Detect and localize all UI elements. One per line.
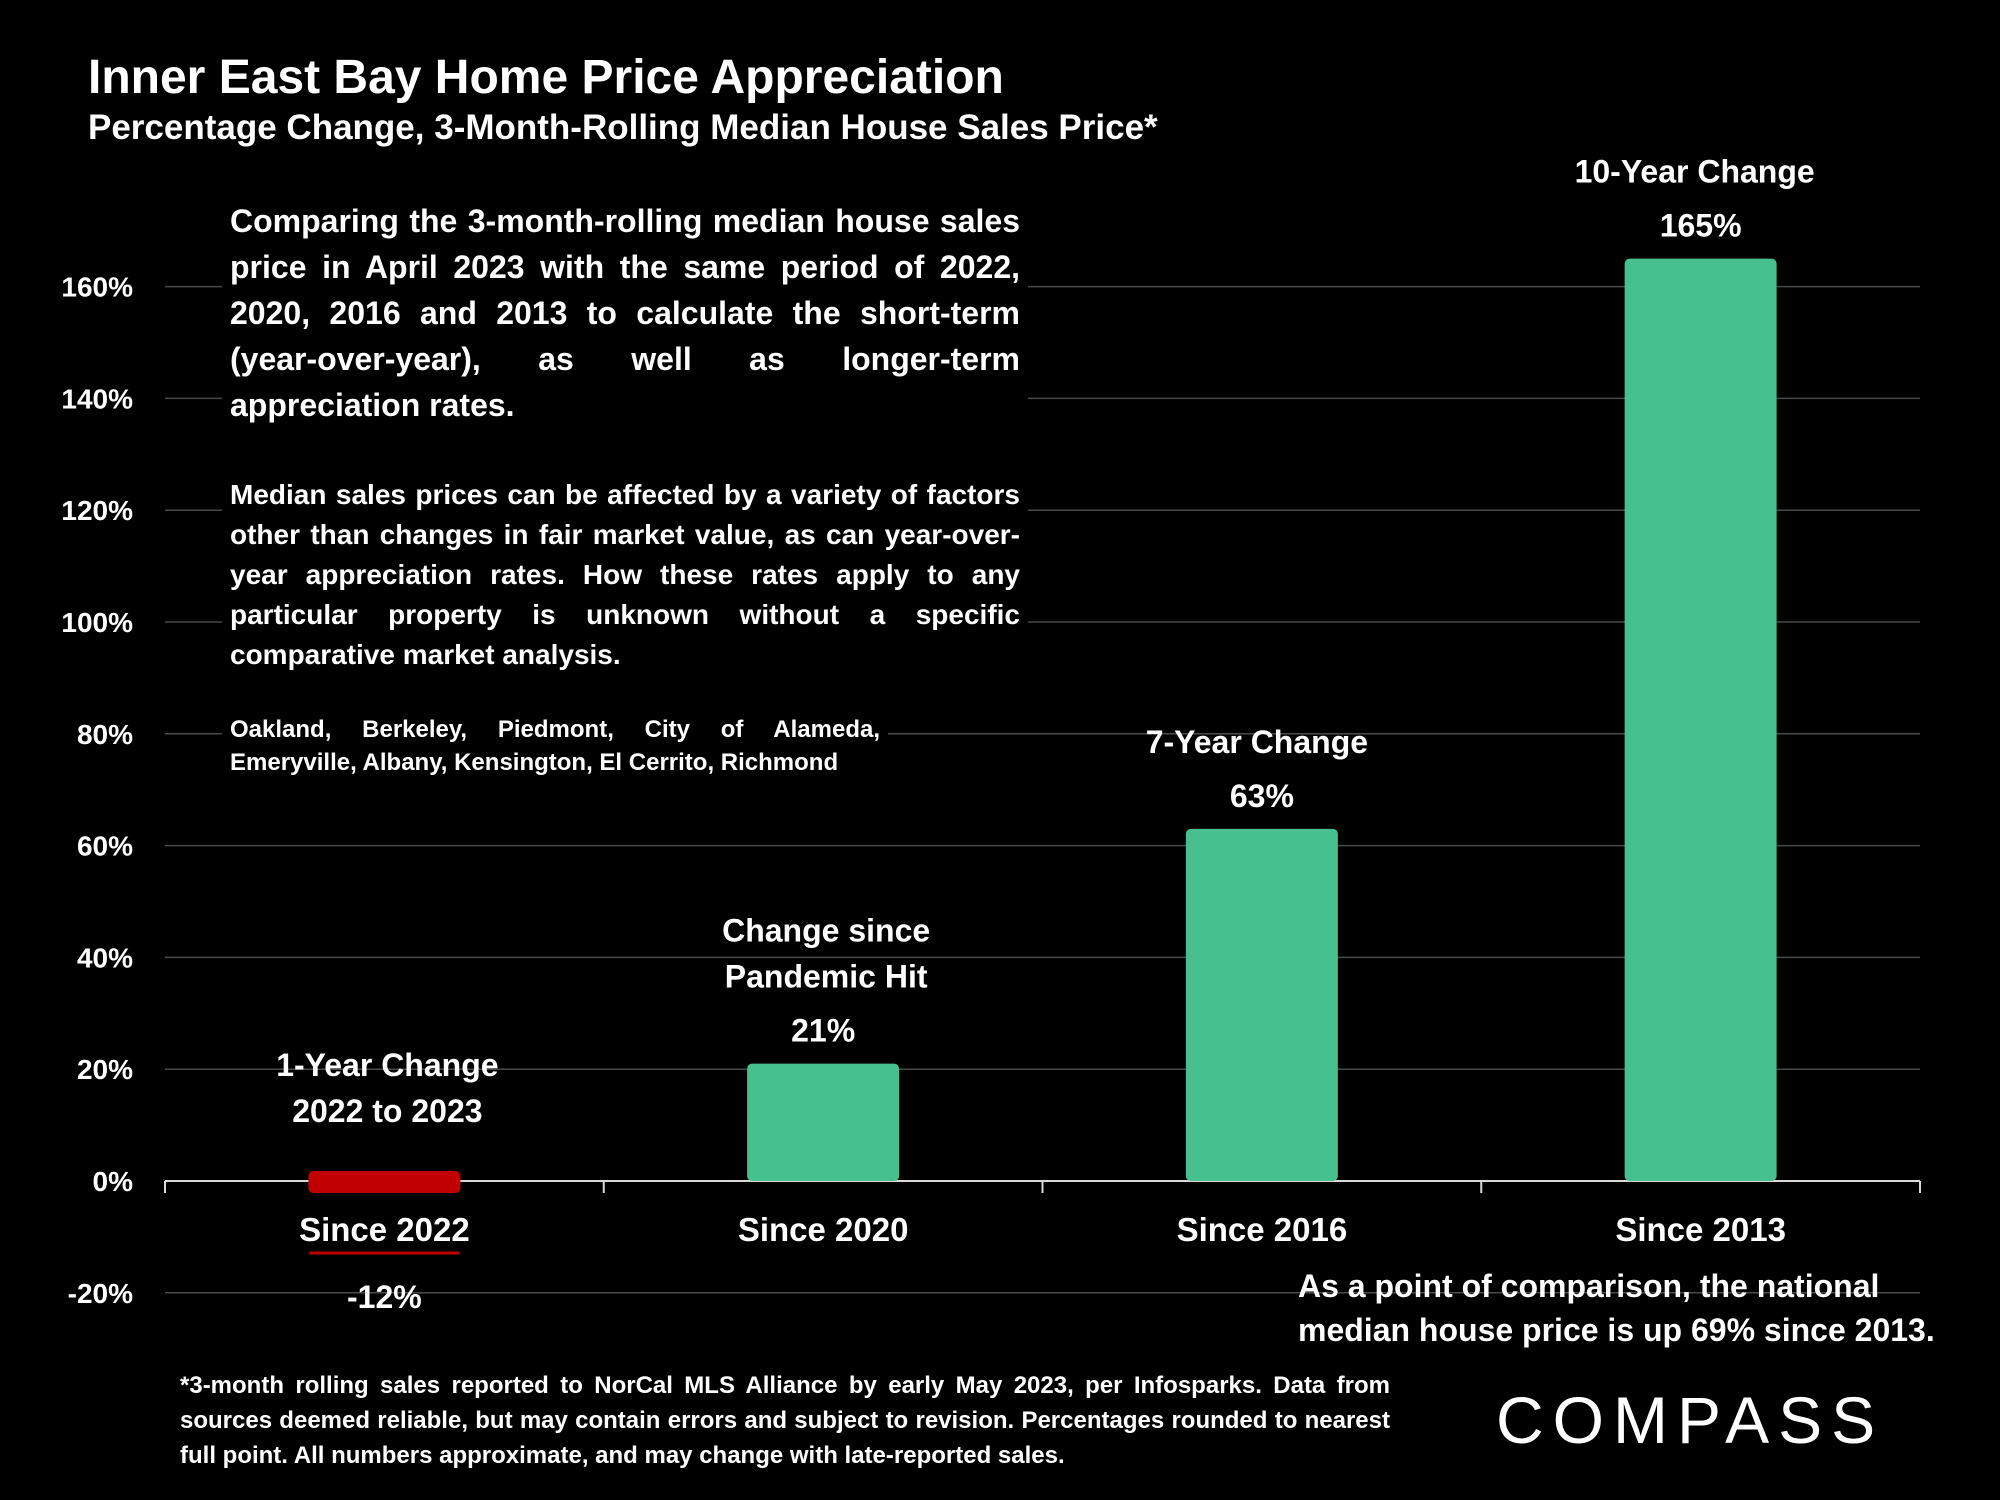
bar-annotation: Change since (722, 913, 930, 949)
bar-annotation: 1-Year Change (276, 1047, 498, 1083)
y-tick-label: 80% (77, 719, 133, 750)
y-tick-label: -20% (68, 1278, 133, 1309)
value-label: -12% (347, 1279, 422, 1315)
x-category-label: Since 2022 (299, 1211, 470, 1248)
x-category-label: Since 2016 (1177, 1211, 1348, 1248)
value-label: 21% (791, 1013, 855, 1049)
y-tick-label: 140% (61, 383, 133, 414)
bar-annotation: 2022 to 2023 (292, 1093, 482, 1129)
y-tick-label: 40% (77, 942, 133, 973)
y-tick-label: 20% (77, 1054, 133, 1085)
chart-subtitle: Percentage Change, 3-Month-Rolling Media… (88, 108, 1158, 147)
value-label: 165% (1660, 208, 1742, 244)
y-tick-label: 0% (93, 1166, 134, 1197)
chart-title: Inner East Bay Home Price Appreciation (88, 51, 1004, 104)
bar-annotation: 7-Year Change (1146, 724, 1368, 760)
y-tick-label: 160% (61, 272, 133, 303)
compass-logo: COMPASS (1496, 1382, 1884, 1458)
x-category-label: Since 2020 (738, 1211, 909, 1248)
comparison-line-1: As a point of comparison, the national (1298, 1268, 1880, 1304)
intro-text: Comparing the 3-month-rolling median hou… (222, 198, 1028, 428)
areas-text: Oakland, Berkeley, Piedmont, City of Ala… (222, 713, 888, 779)
bar-annotation: 10-Year Change (1575, 154, 1815, 190)
y-tick-label: 60% (77, 831, 133, 862)
logo-text: COMPASS (1496, 1383, 1885, 1457)
bar (308, 1171, 461, 1193)
bar (1185, 828, 1338, 1181)
bar (1624, 258, 1777, 1181)
y-tick-label: 100% (61, 607, 133, 638)
footnote: *3-month rolling sales reported to NorCa… (180, 1372, 1390, 1469)
caveat-text: Median sales prices can be affected by a… (222, 475, 1028, 675)
x-category-label: Since 2013 (1615, 1211, 1786, 1248)
value-label: 63% (1230, 778, 1294, 814)
comparison-note: As a point of comparison, the national m… (1298, 1264, 1938, 1352)
y-tick-label: 120% (61, 495, 133, 526)
comparison-line-2: median house price is up 69% since 2013. (1298, 1312, 1935, 1348)
bar-annotation: Pandemic Hit (725, 959, 928, 995)
bar (747, 1063, 900, 1181)
